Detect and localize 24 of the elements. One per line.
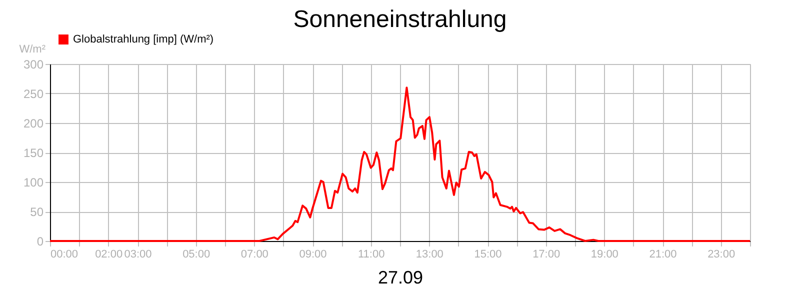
y-axis-title: W/m²	[19, 44, 46, 56]
x-tick-label: 23:00	[708, 248, 736, 260]
x-tick-label: 03:00	[124, 248, 152, 260]
y-tick-label: 300	[23, 58, 44, 72]
x-tick-label: 13:00	[416, 248, 444, 260]
legend-label: Globalstrahlung [imp] (W/m²)	[73, 34, 214, 46]
y-tick-label: 250	[23, 87, 44, 101]
y-tick-label: 200	[23, 116, 44, 130]
y-tick-label: 50	[30, 205, 44, 219]
x-tick-label: 11:00	[358, 248, 385, 260]
x-tick-label: 07:00	[240, 248, 268, 260]
x-tick-label: 00:00	[50, 248, 78, 260]
x-tick-label: 09:00	[299, 248, 327, 260]
x-tick-label: 21:00	[649, 248, 677, 260]
y-tick-label: 150	[23, 146, 44, 160]
x-axis-title: 27.09	[378, 268, 424, 288]
chart-title: Sonneneinstrahlung	[293, 6, 507, 33]
x-tick-label: 17:00	[532, 248, 560, 260]
x-tick-label: 15:00	[474, 248, 502, 260]
y-tick-label: 0	[36, 234, 44, 248]
x-tick-label: 19:00	[590, 248, 618, 260]
x-tick-label: 05:00	[182, 248, 210, 260]
y-tick-label: 100	[23, 176, 44, 190]
x-tick-label: 02:00	[95, 248, 123, 260]
